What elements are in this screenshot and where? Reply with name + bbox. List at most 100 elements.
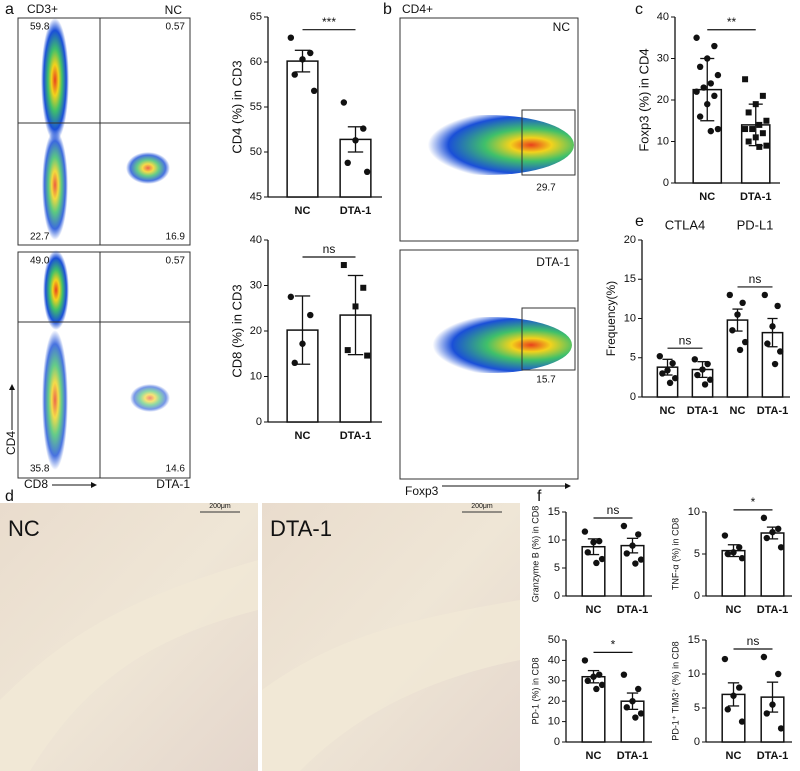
image-label: NC [8, 516, 40, 541]
data-point [760, 653, 768, 661]
data-point [736, 544, 743, 551]
data-point [620, 671, 628, 678]
data-point [307, 311, 314, 319]
significance-label: ns [749, 272, 762, 286]
data-point [659, 370, 666, 377]
data-point [632, 560, 639, 567]
y-tick-label: 10 [624, 312, 636, 324]
data-point [724, 706, 731, 713]
y-axis-label: CD8 (%) in CD3 [229, 284, 244, 377]
data-point [729, 327, 736, 334]
data-point [596, 671, 603, 678]
data-point [730, 549, 737, 556]
x-tick-label: NC [586, 750, 602, 762]
significance-label: * [751, 495, 756, 509]
panel-letter: e [635, 213, 644, 230]
y-tick-label: 10 [548, 534, 560, 546]
significance-label: ** [727, 15, 737, 29]
y-tick-label: 10 [688, 506, 700, 518]
data-point [299, 56, 306, 63]
data-point [760, 514, 768, 522]
data-point [672, 374, 679, 382]
x-tick-label: NC [726, 750, 742, 762]
data-point [310, 87, 318, 95]
data-point [360, 125, 367, 132]
data-point [738, 718, 746, 725]
x-tick-label: DTA-1 [340, 430, 372, 442]
flow-plot [17, 250, 191, 479]
data-point [590, 673, 597, 680]
data-point [736, 684, 743, 691]
scale-label: 200μm [471, 503, 493, 510]
data-point [669, 360, 676, 367]
data-point [699, 366, 706, 373]
data-point [742, 76, 749, 83]
group-label: CTLA4 [665, 217, 705, 232]
data-point [724, 550, 731, 558]
quadrant-value: 16.9 [166, 232, 186, 243]
x-tick-label: NC [295, 205, 311, 217]
data-point [763, 117, 770, 124]
data-point [763, 710, 770, 717]
y-axis-label: TNF-α (%) in CD8 [670, 518, 680, 590]
data-point [771, 360, 779, 368]
data-point [629, 542, 636, 549]
data-point [707, 80, 715, 87]
x-tick-label: DTA-1 [687, 405, 719, 417]
flow-plot [399, 249, 579, 480]
y-axis-label: CD4 (%) in CD3 [229, 60, 244, 153]
y-axis-label: PD-1 (%) in CD8 [530, 657, 540, 724]
data-point [623, 704, 630, 711]
data-point [745, 138, 752, 145]
data-point [711, 92, 718, 100]
data-point [711, 42, 718, 50]
data-point [637, 710, 645, 717]
data-point [707, 127, 715, 135]
x-tick-label: DTA-1 [740, 191, 772, 203]
quadrant-value: 14.6 [166, 464, 186, 475]
data-point [704, 55, 711, 62]
data-point [769, 323, 776, 330]
plot-name: NC [165, 3, 183, 17]
y-tick-label: 20 [657, 94, 669, 106]
data-point [763, 534, 770, 542]
y-tick-label: 40 [548, 654, 560, 666]
quadrant-value: 59.8 [30, 22, 50, 33]
data-point [777, 544, 785, 551]
x-tick-label: DTA-1 [757, 405, 789, 417]
data-point [340, 262, 347, 269]
y-tick-label: 0 [663, 177, 669, 189]
data-point [721, 655, 729, 663]
y-tick-label: 20 [624, 234, 636, 246]
data-point [714, 71, 722, 79]
data-point [307, 49, 314, 57]
y-axis-label: CD4 [4, 431, 18, 455]
x-tick-label: NC [295, 430, 311, 442]
x-axis-label: Foxp3 [405, 484, 439, 498]
data-point [738, 555, 746, 562]
y-tick-label: 55 [250, 101, 262, 113]
quadrant-value: 0.57 [166, 22, 186, 33]
data-point [344, 347, 351, 354]
data-point [364, 352, 371, 359]
y-tick-label: 50 [548, 634, 560, 646]
data-point [581, 657, 589, 664]
data-point [598, 681, 606, 689]
data-point [696, 63, 704, 70]
data-point [287, 293, 295, 301]
panel-letter: a [5, 1, 14, 18]
significance-label: * [611, 638, 616, 652]
gate-label: CD4+ [402, 2, 433, 16]
y-tick-label: 0 [694, 736, 700, 748]
plot-name: NC [553, 20, 571, 34]
data-point [287, 34, 295, 41]
data-point [664, 367, 671, 374]
x-tick-label: DTA-1 [757, 604, 789, 616]
quadrant-value: 35.8 [30, 464, 50, 475]
y-tick-label: 20 [548, 695, 560, 707]
data-point [598, 555, 606, 563]
y-tick-label: 10 [657, 135, 669, 147]
y-tick-label: 20 [250, 325, 262, 337]
data-point [581, 528, 589, 535]
